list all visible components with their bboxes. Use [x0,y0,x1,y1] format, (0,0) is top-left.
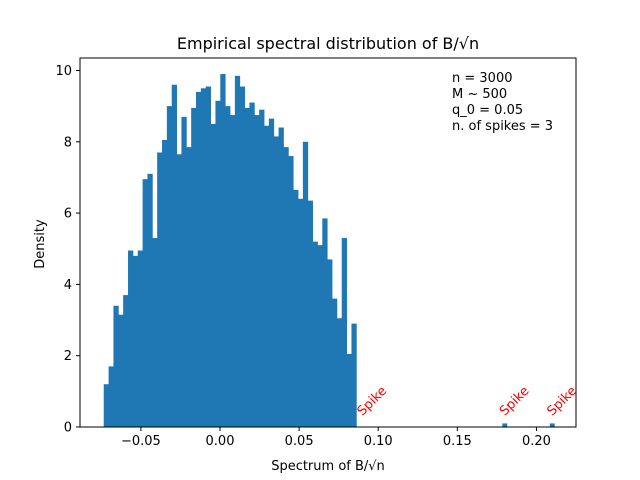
histogram-bar [191,107,197,428]
histogram-bar [152,238,158,427]
spike-bar [549,423,555,427]
spike-label: Spike [497,384,532,419]
y-tick-label: 0 [64,421,72,436]
histogram-bar [234,75,241,428]
histogram-bar [128,250,134,427]
x-tick-label: 0.10 [364,434,393,449]
histogram-bar [220,74,226,427]
histogram-bar [302,141,309,428]
histogram-bar [283,147,289,427]
histogram-bar [298,198,304,427]
histogram-bar [225,106,231,427]
histogram-bar [336,318,343,427]
spike-label: Spike [544,384,579,419]
histogram-bar [327,259,333,427]
histogram-bar [332,298,338,427]
x-tick-label: −0.05 [121,434,161,449]
histogram-bar [341,238,347,427]
histogram-bar [230,115,236,427]
histogram-bar [312,241,318,427]
histogram-bar [137,250,143,427]
histogram-bar [108,366,114,427]
x-axis-label: Spectrum of B/√n [271,459,385,474]
histogram-bar [147,173,153,427]
histogram-bar [118,314,124,427]
spike-bars [502,423,555,427]
histogram-bar [176,154,182,427]
histogram-bar [162,140,168,427]
histogram-bar [123,295,129,427]
histogram-bar [307,200,313,427]
histogram-bar [346,353,352,427]
histogram-bar [113,305,119,427]
axes [79,57,577,428]
histogram-bar [259,109,265,428]
histogram-bar [200,88,207,427]
histogram-bar [142,179,148,427]
histogram-bar [249,102,255,427]
spike-bar [502,423,508,427]
y-tick-label: 8 [64,135,72,150]
chart-title: Empirical spectral distribution of B/√n [177,34,479,53]
histogram-bar [215,100,221,428]
y-tick-label: 6 [64,207,72,222]
histogram-bar [273,136,279,427]
histogram-bar [205,86,211,428]
histogram-bar [278,127,284,428]
x-tick-label: 0.15 [443,434,472,449]
histogram-bar [157,152,163,427]
histogram-bar [103,384,109,427]
histogram-bar [186,147,192,427]
y-tick-label: 4 [64,278,72,293]
x-axis-ticks: −0.05 0.00 0.05 0.10 0.15 0.20 [121,427,551,449]
histogram-bar [132,255,139,427]
histogram-bar [351,323,357,427]
x-tick-label: 0.20 [522,434,551,449]
histogram-bar [264,125,270,427]
y-axis-ticks: 0 2 4 6 8 10 [55,64,80,436]
x-tick-label: 0.05 [285,434,314,449]
histogram-bar [317,245,323,427]
x-tick-label: 0.00 [206,434,235,449]
histogram-bar [244,107,250,428]
annotation-line: n = 3000 [452,71,512,86]
histogram-bar [166,106,173,427]
histogram-bar [322,218,328,427]
histogram-bar [293,189,299,427]
histogram-bar [196,91,202,427]
annotation-line: n. of spikes = 3 [452,119,553,134]
spike-label: Spike [355,384,390,419]
histogram-bar [239,86,245,428]
histogram-bar [268,118,275,427]
histogram-bars [103,74,357,428]
y-tick-label: 2 [64,349,72,364]
plot-frame [79,57,577,428]
annotation-line: q_0 = 0.05 [452,103,523,118]
spike-labels: Spike Spike Spike [355,384,580,419]
histogram-bar [210,123,216,428]
histogram-bar [254,115,260,427]
histogram-bar [171,84,177,427]
annotation-line: M ~ 500 [452,87,507,102]
y-axis-label: Density [33,219,48,269]
histogram-bar [181,116,187,428]
histogram-bar [288,156,294,428]
y-tick-label: 10 [55,64,72,79]
